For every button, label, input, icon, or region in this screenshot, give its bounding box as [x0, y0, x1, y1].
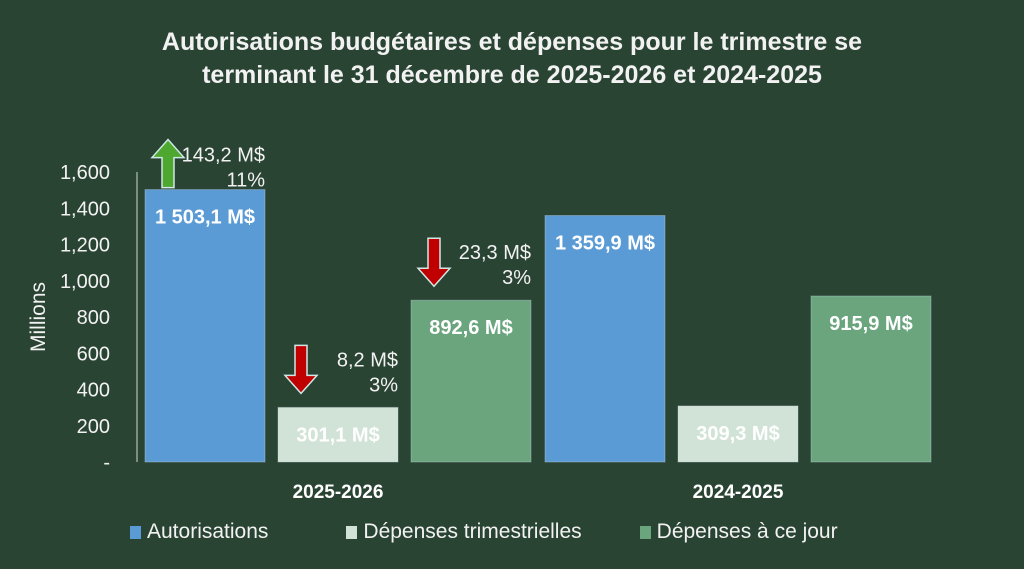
y-tick-label: 1,400	[60, 198, 110, 220]
annotation-percent: 3%	[502, 267, 531, 289]
y-tick-label: 400	[77, 380, 110, 402]
y-tick-label: -	[103, 452, 110, 474]
legend-label: Dépenses trimestrielles	[363, 520, 582, 543]
chart-title: Autorisations budgétaires et dépenses po…	[0, 26, 1024, 92]
legend-item: Dépenses à ce jour	[639, 520, 838, 544]
bar	[277, 406, 399, 463]
legend-item: Dépenses trimestrielles	[346, 520, 582, 544]
bar	[544, 215, 666, 463]
bar	[810, 295, 932, 463]
legend-swatch	[346, 525, 358, 539]
y-tick-label: 1,200	[60, 235, 110, 257]
legend: Autorisations Dépenses trimestrielles Dé…	[130, 520, 894, 544]
arrow-up-icon	[150, 138, 186, 189]
chart-title-line: Autorisations budgétaires et dépenses po…	[161, 28, 863, 56]
y-axis-label: Millions	[27, 282, 50, 352]
bar-value-label: 892,6 M$	[429, 317, 512, 339]
y-tick-label: 600	[77, 343, 110, 365]
legend-swatch	[130, 525, 141, 539]
annotation-percent: 11%	[226, 170, 265, 192]
y-tick-label: 1,600	[60, 162, 110, 184]
bar-value-label: 309,3 M$	[696, 423, 779, 445]
annotation-amount: 143,2 M$	[182, 145, 265, 167]
legend-item: Autorisations	[130, 520, 268, 544]
bar	[677, 405, 799, 463]
legend-swatch	[639, 525, 651, 539]
legend-label: Autorisations	[147, 520, 269, 543]
annotation-amount: 8,2 M$	[337, 349, 398, 371]
y-tick-label: 200	[77, 416, 110, 438]
bar-value-label: 915,9 M$	[829, 313, 912, 335]
bar-value-label: 1 503,1 M$	[155, 207, 255, 229]
annotation-percent: 3%	[369, 374, 398, 396]
bar-value-label: 1 359,9 M$	[555, 233, 655, 255]
arrow-down-icon	[416, 237, 452, 288]
y-tick-label: 800	[77, 307, 110, 329]
y-tick-label: 1,000	[60, 271, 110, 293]
bar	[410, 299, 532, 463]
annotation-amount: 23,3 M$	[459, 242, 531, 264]
bar	[144, 189, 266, 463]
x-category-label: 2025-2026	[293, 482, 384, 503]
chart-title-line: terminant le 31 décembre de 2025-2026 et…	[202, 61, 822, 89]
x-category-label: 2024-2025	[693, 482, 784, 503]
bar-value-label: 301,1 M$	[296, 424, 379, 446]
legend-label: Dépenses à ce jour	[656, 520, 838, 543]
arrow-down-icon	[283, 344, 319, 395]
